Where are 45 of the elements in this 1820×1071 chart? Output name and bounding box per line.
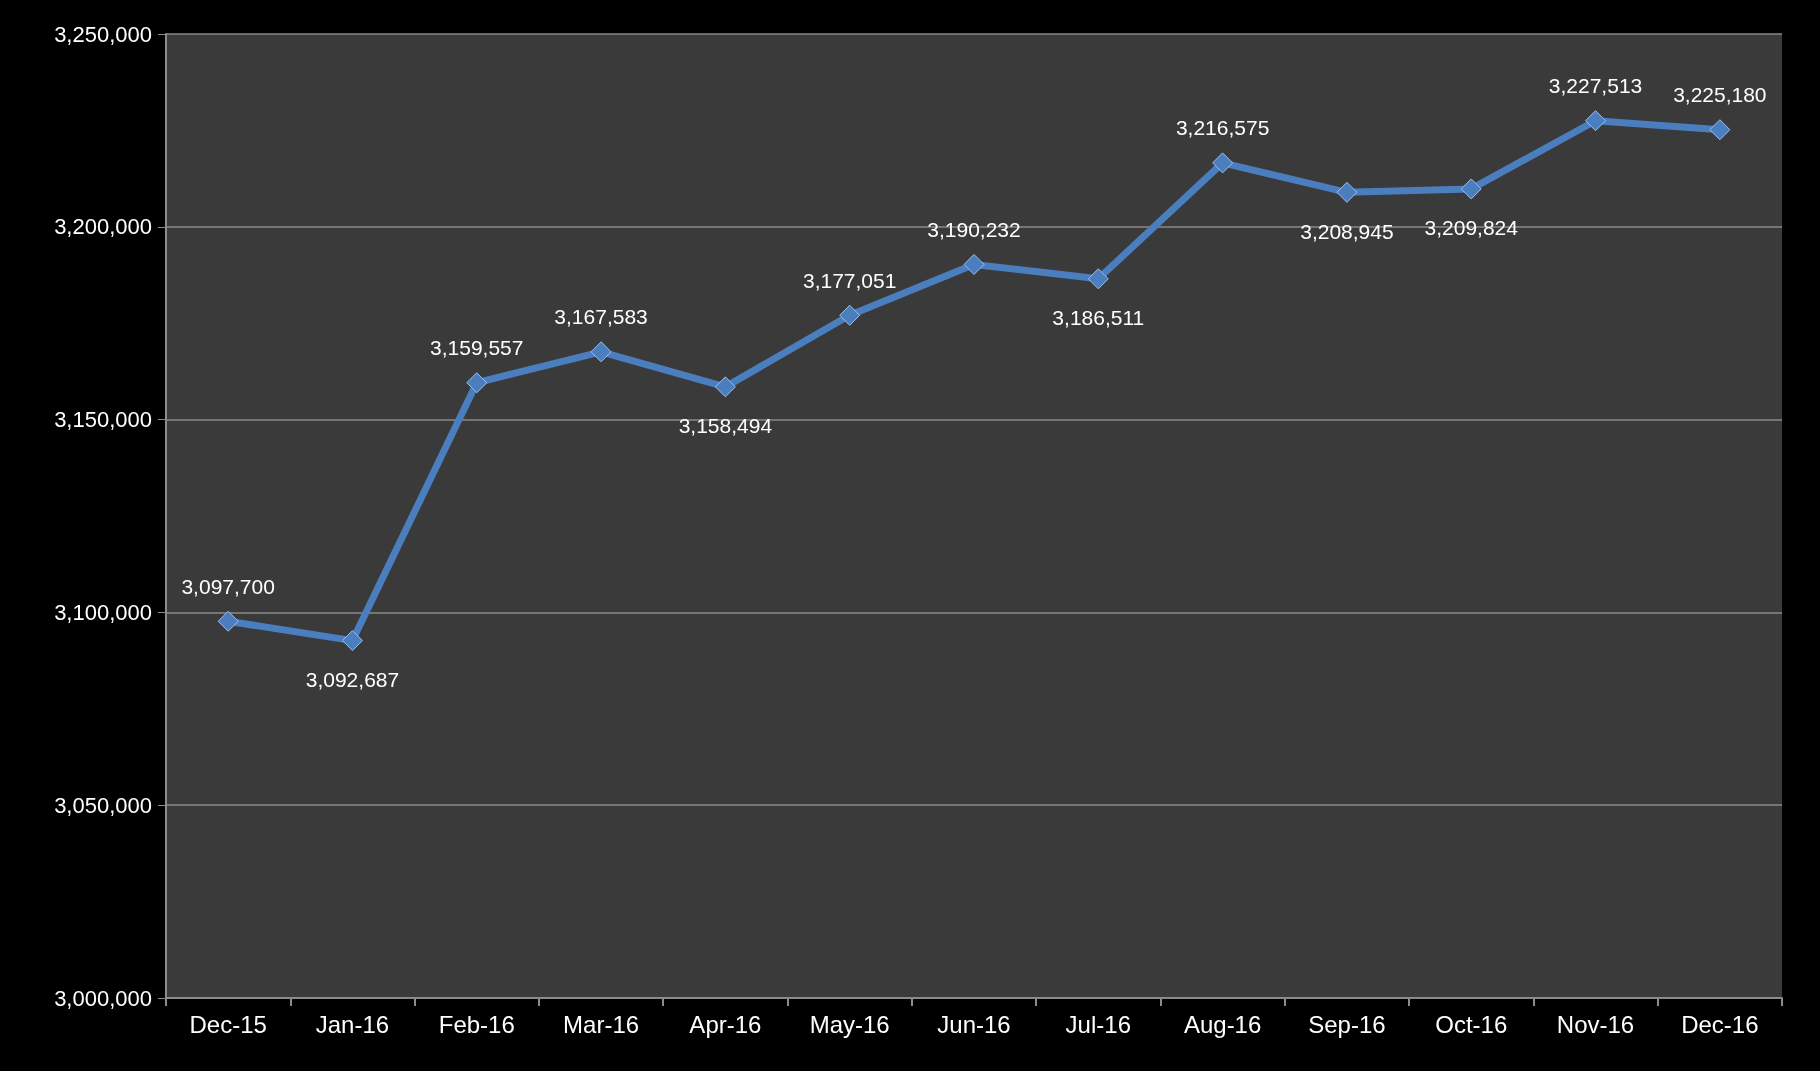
- data-label: 3,208,945: [1300, 219, 1394, 243]
- x-tick-label: Apr-16: [689, 1010, 762, 1038]
- data-label: 3,092,687: [305, 668, 400, 692]
- point: [839, 304, 861, 326]
- point: [714, 376, 736, 398]
- x-tick-label: Jul-16: [1065, 1010, 1131, 1038]
- y-tick-label: 3,200,000: [54, 214, 152, 240]
- x-tick-label: Oct-16: [1435, 1010, 1508, 1038]
- y-tick-label: 3,050,000: [54, 792, 152, 818]
- point: [217, 610, 239, 632]
- data-label: 3,159,557: [430, 336, 524, 360]
- x-tick-label: Nov-16: [1556, 1010, 1635, 1038]
- y-tick-label: 3,100,000: [54, 599, 152, 625]
- data-label: 3,225,180: [1673, 83, 1767, 107]
- data-label: 3,097,700: [181, 574, 275, 598]
- point: [1585, 110, 1607, 132]
- data-label: 3,177,051: [802, 268, 897, 292]
- x-tick-label: Jun-16: [937, 1010, 1011, 1038]
- point: [963, 253, 985, 275]
- data-label: 3,167,583: [554, 305, 648, 329]
- point: [1460, 178, 1482, 200]
- y-tick-label: 3,250,000: [54, 21, 152, 47]
- x-tick-label: May-16: [809, 1010, 890, 1038]
- x-tick-label: Sep-16: [1308, 1010, 1386, 1038]
- x-tick-label: Dec-16: [1681, 1010, 1759, 1038]
- data-label: 3,158,494: [678, 414, 773, 438]
- x-tick-label: Dec-15: [189, 1010, 267, 1038]
- point: [1336, 181, 1358, 203]
- point: [466, 372, 488, 394]
- data-label: 3,216,575: [1175, 116, 1270, 140]
- x-tick-label: Feb-16: [438, 1010, 515, 1038]
- point: [590, 341, 612, 363]
- data-label: 3,227,513: [1548, 74, 1643, 98]
- y-tick-label: 3,150,000: [54, 407, 152, 433]
- point: [341, 630, 363, 652]
- y-tick-label: 3,000,000: [54, 985, 152, 1011]
- point: [1709, 119, 1731, 141]
- data-label: 3,190,232: [927, 217, 1021, 241]
- point: [1212, 152, 1234, 174]
- x-tick-label: Jan-16: [315, 1010, 390, 1038]
- data-label: 3,186,511: [1052, 306, 1145, 330]
- x-tick-label: Aug-16: [1183, 1010, 1262, 1038]
- point: [1087, 268, 1109, 290]
- x-tick-label: Mar-16: [563, 1010, 640, 1038]
- data-label: 3,209,824: [1424, 216, 1519, 240]
